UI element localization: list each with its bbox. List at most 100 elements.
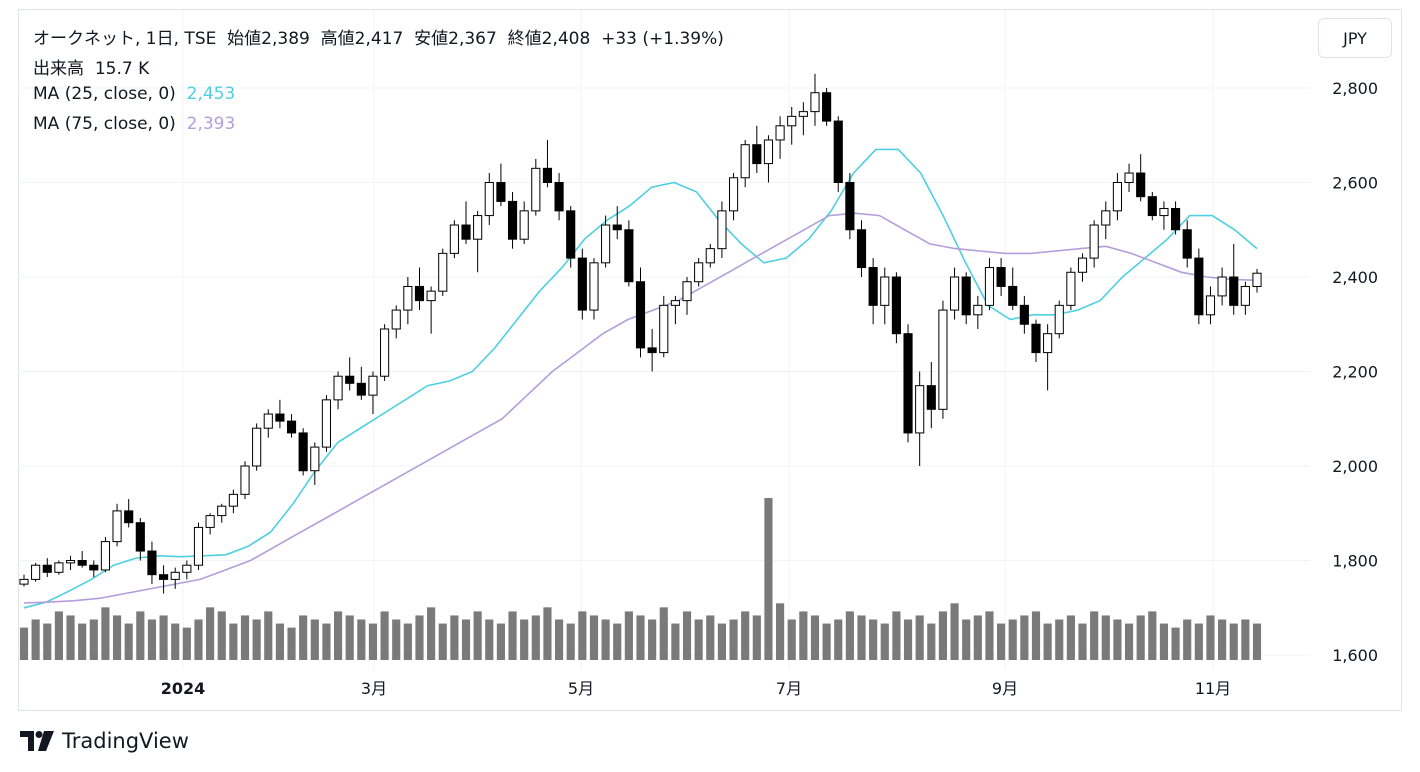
volume-bar	[368, 623, 378, 660]
volume-bar	[392, 619, 401, 660]
volume-bar	[66, 615, 75, 660]
candle-body	[624, 229, 634, 283]
candle-body	[845, 182, 855, 231]
volume-bar	[938, 611, 948, 660]
ma75-value: 2,393	[186, 114, 236, 134]
ma25-line	[23, 148, 1258, 609]
volume-bar	[124, 623, 133, 660]
candle	[1101, 201, 1111, 240]
candle	[949, 267, 960, 320]
candle-body	[356, 382, 366, 396]
tradingview-logo-icon	[20, 731, 54, 751]
ma25-legend[interactable]: MA (25, close, 0) 2,453	[33, 84, 235, 104]
candle-body	[1217, 276, 1227, 297]
candle	[775, 116, 785, 159]
candle-body	[170, 571, 180, 580]
candle-body	[752, 144, 762, 165]
volume-bar	[112, 615, 122, 660]
candle	[193, 522, 204, 570]
candle-body	[414, 285, 425, 302]
candle-body	[263, 413, 273, 429]
candle	[926, 362, 936, 429]
candle-body	[577, 257, 587, 311]
candle	[89, 560, 99, 578]
candle	[380, 324, 390, 381]
currency-button[interactable]: JPY	[1318, 18, 1392, 58]
volume-bar	[566, 623, 575, 660]
symbol-line: オークネット, 1日, TSE	[33, 29, 217, 49]
candle-body	[798, 111, 808, 117]
y-tick-label: 1,800	[1332, 552, 1378, 571]
candle-body	[868, 267, 878, 306]
volume-bar	[822, 623, 831, 660]
candle	[124, 499, 134, 528]
volume-bar	[333, 611, 343, 660]
volume-bar	[694, 619, 703, 660]
volume-bar	[485, 619, 494, 660]
candle-body	[368, 375, 378, 396]
volume-bar	[1183, 619, 1192, 660]
candle	[1147, 191, 1157, 221]
ma25-value: 2,453	[186, 84, 236, 104]
candle	[135, 517, 145, 561]
volume-bar	[776, 603, 785, 660]
candle-body	[938, 309, 948, 410]
candle	[484, 173, 494, 226]
candle-body	[833, 120, 843, 183]
candle	[333, 371, 343, 410]
volume-bar	[915, 615, 924, 660]
volume-bar	[1148, 611, 1157, 660]
candle	[252, 423, 262, 471]
volume-bar	[648, 619, 657, 660]
volume-bar	[706, 615, 715, 660]
candle-body	[659, 304, 669, 354]
volume-bar	[264, 611, 273, 660]
open-value: 2,389	[261, 29, 310, 49]
volume-bar	[1078, 623, 1087, 660]
volume-bar	[1090, 611, 1099, 660]
candle-body	[31, 564, 41, 580]
volume-bar	[927, 623, 936, 660]
candle	[612, 206, 622, 240]
y-tick-label: 2,000	[1332, 457, 1378, 476]
candle-body	[775, 125, 785, 141]
volume-bar	[636, 615, 645, 660]
candle	[542, 139, 553, 188]
candle-body	[438, 252, 448, 292]
tradingview-brand[interactable]: TradingView	[20, 729, 189, 753]
candle-body	[996, 267, 1006, 287]
candle-body	[89, 564, 99, 571]
volume-bar	[31, 619, 40, 660]
high-value: 2,417	[354, 29, 404, 49]
y-tick-label: 2,400	[1332, 268, 1378, 287]
volume-bar	[182, 627, 191, 660]
candle-body	[1194, 257, 1204, 316]
candle-body	[19, 578, 29, 585]
candle-body	[949, 276, 960, 311]
volume-bar	[1194, 623, 1203, 660]
candle-body	[601, 224, 611, 264]
candle	[449, 220, 459, 259]
candle	[1182, 220, 1192, 268]
candle-body	[1054, 304, 1064, 335]
candle	[403, 277, 413, 325]
candle	[77, 551, 87, 568]
volume-bar	[427, 607, 436, 660]
volume-bar	[543, 607, 552, 660]
volume-bar	[787, 619, 796, 660]
ma75-legend[interactable]: MA (75, close, 0) 2,393	[33, 114, 235, 134]
candle-body	[217, 505, 227, 517]
x-tick-label: 3月	[361, 679, 387, 698]
candle	[170, 567, 180, 589]
volume-bar	[1043, 623, 1052, 660]
volume-bar	[997, 623, 1006, 660]
candle	[1066, 267, 1076, 311]
close-label: 終値	[507, 29, 542, 49]
volume-bar	[89, 619, 98, 660]
candle-body	[519, 210, 529, 240]
candle	[1019, 295, 1029, 334]
candle	[286, 414, 297, 438]
candle-body	[1240, 285, 1250, 306]
candle	[961, 272, 971, 325]
